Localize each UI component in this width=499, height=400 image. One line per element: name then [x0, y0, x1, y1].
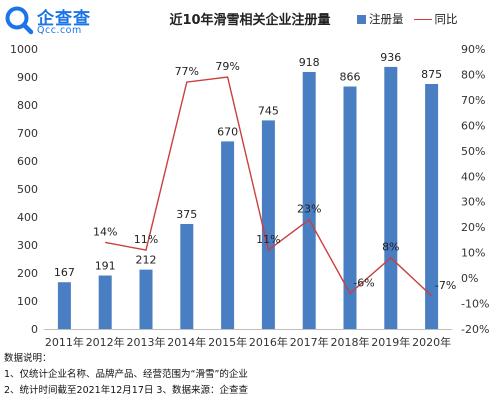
- bar: [139, 269, 153, 329]
- x-tick-label: 2018年: [331, 335, 370, 349]
- bar: [302, 71, 316, 330]
- y-left-tick-label: 200: [17, 267, 38, 280]
- y-right-tick-label: 90%: [461, 43, 485, 56]
- y-right-tick-label: -10%: [461, 298, 489, 311]
- y-right-tick-label: 20%: [461, 221, 485, 234]
- legend-bar-swatch: [357, 14, 366, 24]
- y-right-tick-label: 70%: [461, 94, 485, 107]
- chart-legend: 注册量 同比: [357, 12, 458, 26]
- x-tick-label: 2016年: [249, 335, 288, 349]
- x-tick-label: 2017年: [290, 335, 329, 349]
- bar-value-label: 745: [258, 104, 279, 117]
- y-left-tick-label: 700: [17, 127, 38, 140]
- chart-title: 近10年滑雪相关企业注册量: [169, 13, 331, 28]
- x-tick-label: 2014年: [167, 335, 206, 349]
- bar: [261, 120, 275, 330]
- y-right-tick-label: 10%: [461, 247, 485, 260]
- line-value-label: 23%: [297, 203, 321, 216]
- bar: [57, 282, 71, 329]
- y-right-tick-label: 50%: [461, 145, 485, 158]
- x-tick-label: 2015年: [208, 335, 247, 349]
- legend-line-label: 同比: [434, 12, 458, 26]
- bar: [180, 224, 194, 329]
- bar: [343, 86, 357, 330]
- line-value-label: 79%: [215, 60, 239, 73]
- y-right-tick-label: -20%: [461, 323, 489, 336]
- line-value-label: 11%: [134, 233, 158, 246]
- brand-domain: Qcc.com: [37, 25, 82, 36]
- y-right-tick-label: 80%: [461, 68, 485, 81]
- legend-bar-label: 注册量: [369, 12, 404, 26]
- bar-value-label: 191: [95, 260, 116, 273]
- bar-value-label: 375: [176, 208, 197, 221]
- notes-line-2: 2、统计时间截至2021年12月17日 3、数据来源：企查查: [4, 385, 248, 396]
- bar: [425, 84, 439, 329]
- y-right-tick-label: 30%: [461, 196, 485, 209]
- bar-value-label: 918: [299, 56, 320, 69]
- bar-value-label: 866: [340, 71, 361, 84]
- bar: [221, 141, 235, 329]
- y-left-tick-label: 0: [31, 323, 38, 336]
- x-tick-label: 2019年: [371, 335, 410, 349]
- bar: [98, 275, 112, 329]
- bar-value-label: 167: [54, 266, 75, 279]
- y-right-tick-label: 0%: [461, 272, 478, 285]
- x-tick-label: 2020年: [412, 335, 451, 349]
- y-left-tick-label: 900: [17, 71, 38, 84]
- y-left-tick-label: 1000: [10, 43, 38, 56]
- yoy-line: [105, 76, 433, 297]
- bar: [384, 66, 398, 330]
- notes-line-1: 1、仅统计企业名称、品牌产品、经营范围为“滑雪”的企业: [4, 369, 248, 380]
- y-right-tick-label: 40%: [461, 170, 485, 183]
- brand-logo: 企查查 Qcc.com: [4, 4, 96, 38]
- y-left-tick-label: 400: [17, 211, 38, 224]
- legend-line-swatch: [413, 18, 432, 20]
- bar-value-label: 875: [421, 68, 442, 81]
- y-left-tick-label: 800: [17, 99, 38, 112]
- notes-heading: 数据说明：: [4, 353, 52, 364]
- bar-value-label: 670: [217, 125, 238, 138]
- data-notes: 数据说明： 1、仅统计企业名称、品牌产品、经营范围为“滑雪”的企业 2、统计时间…: [4, 351, 248, 399]
- bar-value-label: 212: [136, 254, 157, 267]
- y-right-tick-label: 60%: [461, 119, 485, 132]
- x-tick-label: 2013年: [127, 335, 166, 349]
- logo-magnifier-icon: [5, 6, 34, 35]
- y-left-tick-label: 500: [17, 183, 38, 196]
- line-value-label: 8%: [382, 241, 399, 254]
- line-value-label: -6%: [353, 276, 374, 289]
- line-value-label: 77%: [175, 65, 199, 78]
- brand-name: 企查查: [37, 9, 91, 29]
- line-value-label: 11%: [256, 233, 280, 246]
- x-tick-label: 2011年: [45, 335, 84, 349]
- y-left-tick-label: 100: [17, 295, 38, 308]
- line-value-label: -7%: [435, 279, 456, 292]
- y-left-tick-label: 300: [17, 239, 38, 252]
- line-value-label: 14%: [93, 225, 117, 238]
- y-left-tick-label: 600: [17, 155, 38, 168]
- bar-value-label: 936: [380, 51, 401, 64]
- x-tick-label: 2012年: [86, 335, 125, 349]
